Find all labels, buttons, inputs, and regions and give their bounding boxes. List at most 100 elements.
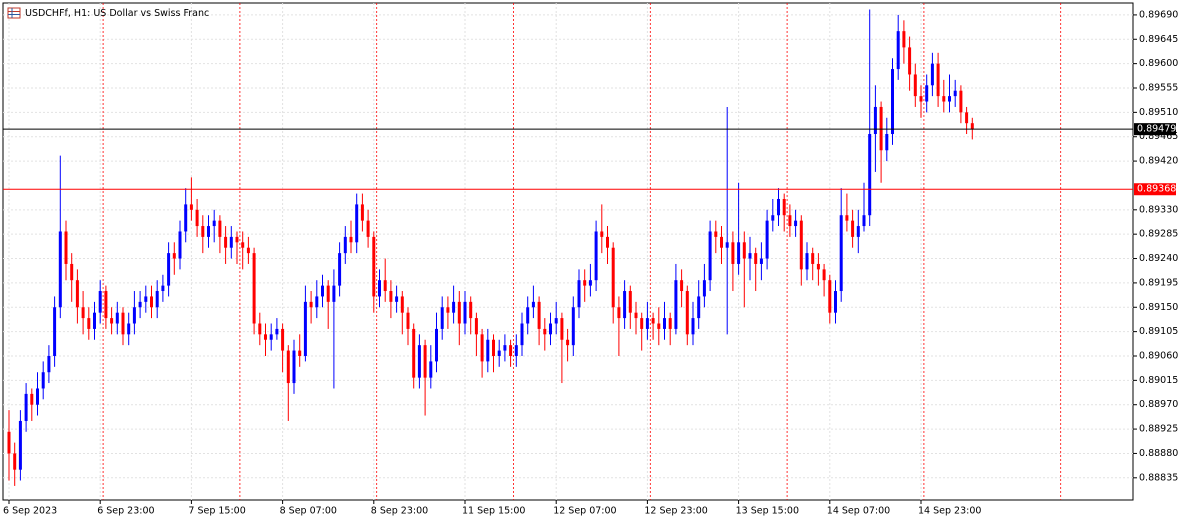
candle-body	[697, 296, 701, 319]
candle-body	[58, 231, 62, 308]
candle-body	[822, 269, 826, 281]
price-label-bg	[1134, 183, 1176, 196]
candle-body	[531, 301, 535, 308]
candle-body	[657, 323, 661, 329]
candle-body	[98, 291, 102, 313]
candle-body	[834, 291, 837, 313]
candle-body	[127, 323, 131, 335]
candle-body	[178, 231, 182, 259]
candle-body	[155, 291, 159, 308]
candle-body	[338, 253, 342, 286]
x-tick-label: 7 Sep 15:00	[188, 506, 245, 517]
candle-body	[292, 350, 296, 384]
candle-body	[486, 339, 490, 362]
candle-body	[674, 280, 678, 329]
candle-body	[321, 285, 324, 297]
candle-body	[566, 339, 570, 346]
x-tick-label: 8 Sep 07:00	[280, 506, 337, 517]
candle-body	[372, 236, 376, 297]
candle-body	[816, 263, 820, 270]
candle-body	[799, 220, 803, 270]
candle-body	[389, 291, 393, 302]
candle-body	[30, 393, 34, 405]
y-tick-label: 0.88835	[1139, 472, 1178, 483]
candle-body	[948, 96, 951, 102]
candle-body	[378, 280, 381, 297]
candle-body	[18, 420, 22, 470]
candle-body	[845, 215, 849, 221]
candle-body	[856, 226, 860, 237]
candle-body	[195, 209, 199, 227]
candle-body	[492, 339, 495, 356]
candle-body	[366, 220, 370, 237]
candle-body	[720, 236, 723, 248]
y-tick-label: 0.89420	[1139, 156, 1178, 167]
candle-body	[258, 323, 262, 335]
candle-body	[429, 361, 433, 378]
candle-body	[457, 301, 461, 324]
candle-body	[349, 236, 353, 243]
candle-body	[839, 215, 843, 292]
candle-body	[583, 280, 587, 286]
candle-body	[588, 280, 592, 286]
candle-body	[794, 220, 798, 227]
candle-body	[201, 226, 205, 237]
candle-body	[144, 296, 148, 302]
candle-body	[303, 301, 307, 356]
candle-body	[623, 291, 627, 319]
x-tick-label: 6 Sep 2023	[3, 506, 57, 517]
y-tick-label: 0.89015	[1139, 375, 1178, 386]
chart-title: USDCHFf, H1: US Dollar vs Swiss Franc	[25, 8, 209, 19]
candle-body	[161, 285, 165, 292]
candle-body	[315, 296, 319, 308]
candle-body	[75, 280, 79, 308]
candle-body	[549, 323, 552, 335]
candle-body	[275, 328, 279, 335]
candle-body	[252, 253, 256, 324]
candle-body	[811, 253, 815, 264]
candle-body	[759, 258, 763, 264]
candle-body	[53, 307, 57, 356]
symbol-icon	[7, 7, 21, 19]
candle-body	[41, 372, 45, 389]
candle-body	[731, 242, 735, 264]
candle-body	[264, 334, 267, 340]
candle-body	[110, 318, 114, 324]
candle-body	[919, 96, 923, 102]
x-tick-label: 14 Sep 07:00	[827, 506, 890, 517]
candle-body	[229, 236, 233, 248]
candle-body	[970, 123, 974, 130]
candle-body	[446, 307, 450, 313]
candle-body	[571, 307, 575, 346]
candle-body	[87, 318, 91, 329]
candle-body	[737, 242, 741, 264]
candle-body	[930, 63, 934, 86]
candle-body	[241, 242, 245, 248]
y-tick-label: 0.89240	[1139, 253, 1178, 264]
y-tick-label: 0.89105	[1139, 326, 1178, 337]
candle-body	[269, 334, 273, 340]
candle-body	[509, 345, 513, 356]
candle-body	[936, 63, 940, 97]
candle-body	[184, 204, 188, 232]
candle-body	[224, 236, 228, 248]
candle-body	[298, 350, 302, 356]
candle-body	[913, 74, 917, 97]
candle-body	[645, 318, 649, 329]
candle-body	[150, 296, 153, 308]
candle-body	[554, 318, 558, 324]
candle-body	[520, 323, 524, 346]
candle-body	[771, 215, 775, 221]
candle-body	[777, 198, 780, 216]
candle-body	[286, 350, 290, 384]
candle-body	[81, 307, 85, 319]
candle-body	[577, 280, 581, 308]
candle-body	[765, 220, 769, 259]
x-tick-label: 6 Sep 23:00	[97, 506, 154, 517]
candle-body	[942, 96, 946, 102]
candle-body	[343, 236, 347, 254]
candle-body	[480, 334, 484, 362]
price-label-bg	[1134, 123, 1176, 136]
candle-body	[862, 215, 866, 227]
